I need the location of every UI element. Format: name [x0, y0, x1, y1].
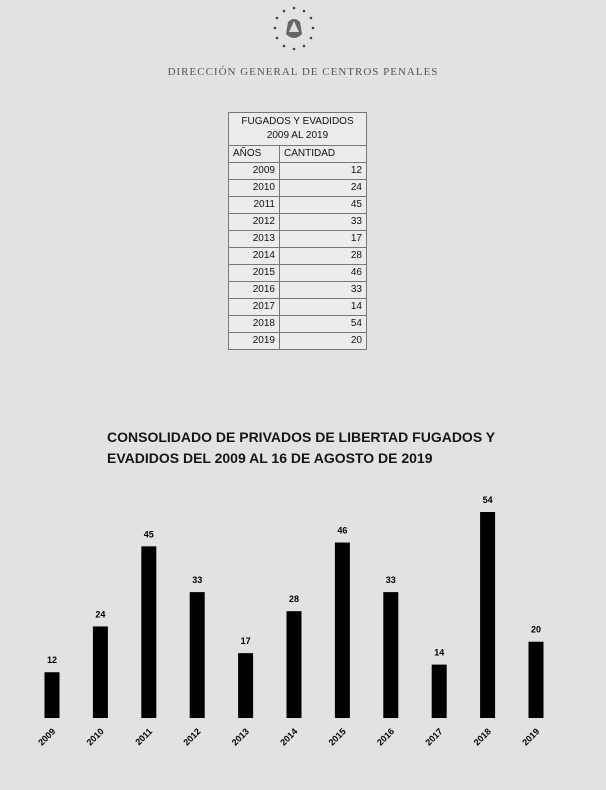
x-tick-label: 2009 — [36, 726, 57, 747]
chart-title: CONSOLIDADO DE PRIVADOS DE LIBERTAD FUGA… — [107, 429, 496, 466]
data-label: 54 — [483, 495, 493, 505]
x-tick-label: 2011 — [133, 726, 154, 747]
x-tick-label: 2014 — [278, 726, 299, 747]
year-cell: 2013 — [228, 230, 280, 248]
escapes-table: FUGADOS Y EVADIDOS 2009 AL 2019 AÑOS CANT… — [228, 112, 367, 350]
quantity-cell: 17 — [279, 230, 367, 248]
x-tick-label: 2018 — [472, 726, 493, 747]
quantity-cell: 33 — [279, 213, 367, 231]
year-cell: 2015 — [228, 264, 280, 282]
bar-2018 — [480, 512, 496, 718]
data-label: 33 — [386, 575, 396, 585]
bar-2011 — [141, 546, 157, 718]
table-row: 2014 28 — [228, 247, 367, 265]
quantity-cell: 33 — [279, 281, 367, 299]
year-cell: 2017 — [228, 298, 280, 316]
x-tick-label: 2016 — [375, 726, 396, 747]
table-row: 2009 12 — [228, 162, 367, 180]
x-tick-label: 2012 — [181, 726, 202, 747]
quantity-cell: 45 — [279, 196, 367, 214]
quantity-cell: 14 — [279, 298, 367, 316]
year-cell: 2019 — [228, 332, 280, 350]
table-row: 2010 24 — [228, 179, 367, 197]
column-header-quantity: CANTIDAD — [279, 145, 367, 163]
data-label: 17 — [241, 636, 251, 646]
bar-2015 — [334, 542, 350, 718]
year-cell: 2009 — [228, 162, 280, 180]
bar-2019 — [528, 641, 544, 718]
quantity-cell: 12 — [279, 162, 367, 180]
data-label: 28 — [289, 594, 299, 604]
table-row: 2012 33 — [228, 213, 367, 231]
year-cell: 2018 — [228, 315, 280, 333]
quantity-cell: 28 — [279, 247, 367, 265]
data-label: 46 — [337, 526, 347, 536]
year-cell: 2016 — [228, 281, 280, 299]
year-cell: 2011 — [228, 196, 280, 214]
year-cell: 2014 — [228, 247, 280, 265]
year-cell: 2012 — [228, 213, 280, 231]
column-header-years: AÑOS — [228, 145, 280, 163]
data-label: 12 — [47, 655, 57, 665]
x-tick-label: 2019 — [520, 726, 541, 747]
bar-2009 — [44, 672, 60, 718]
data-label: 14 — [434, 648, 444, 658]
table-row: 2019 20 — [228, 332, 367, 350]
coat-of-arms-seal-icon — [273, 6, 315, 51]
data-label: 33 — [192, 575, 202, 585]
year-cell: 2010 — [228, 179, 280, 197]
data-label: 45 — [144, 529, 154, 539]
bar-2014 — [286, 611, 302, 718]
bar-2017 — [431, 664, 447, 718]
table-row: 2011 45 — [228, 196, 367, 214]
organization-name: DIRECCIÓN GENERAL DE CENTROS PENALES — [167, 66, 439, 78]
quantity-cell: 20 — [279, 332, 367, 350]
x-tick-label: 2017 — [423, 726, 444, 747]
bar-2010 — [92, 626, 108, 718]
data-label: 20 — [531, 625, 541, 635]
table-row: 2017 14 — [228, 298, 367, 316]
bar-2012 — [189, 592, 205, 718]
quantity-cell: 24 — [279, 179, 367, 197]
bar-chart: 1220092420104520113320121720132820144620… — [36, 495, 544, 748]
bar-2016 — [383, 592, 399, 718]
x-tick-label: 2013 — [230, 726, 251, 747]
quantity-cell: 46 — [279, 264, 367, 282]
table-row: 2018 54 — [228, 315, 367, 333]
table-row: 2015 46 — [228, 264, 367, 282]
table-row: 2016 33 — [228, 281, 367, 299]
data-label: 24 — [95, 609, 105, 619]
table-row: 2013 17 — [228, 230, 367, 248]
quantity-cell: 54 — [279, 315, 367, 333]
table-title: FUGADOS Y EVADIDOS 2009 AL 2019 — [228, 112, 367, 146]
bar-2013 — [238, 653, 254, 718]
x-tick-label: 2010 — [85, 726, 106, 747]
x-tick-label: 2015 — [327, 726, 348, 747]
